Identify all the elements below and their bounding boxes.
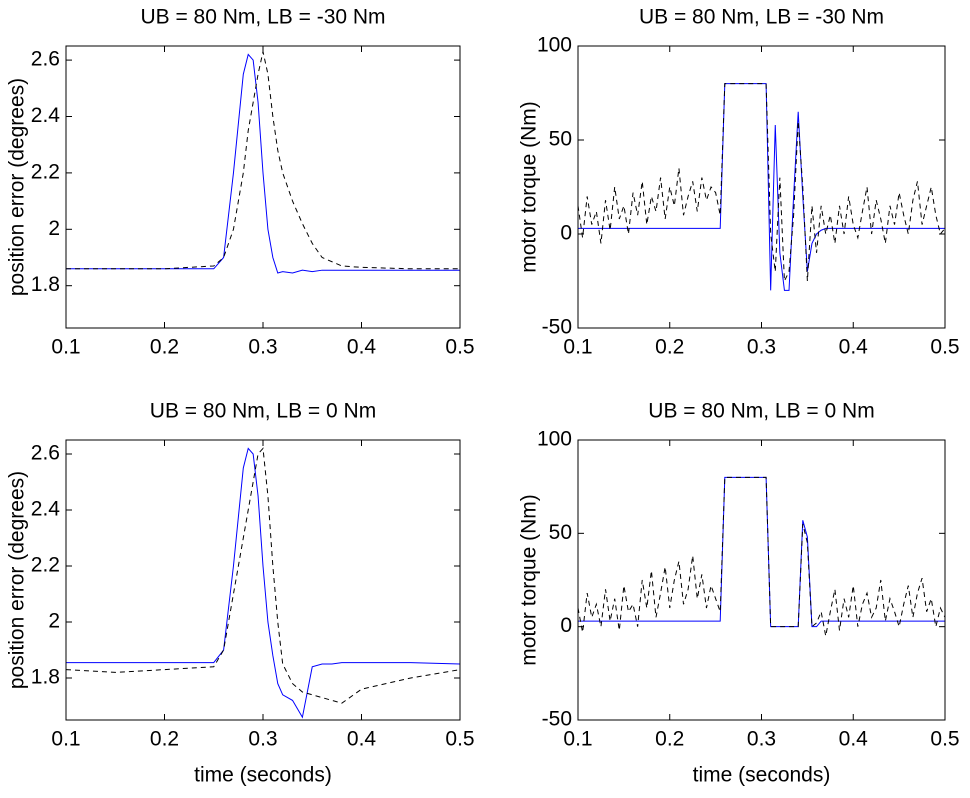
y-tick-label: 100 <box>537 428 572 451</box>
axes-frame <box>577 45 946 329</box>
y-tick-label: 50 <box>549 521 572 544</box>
y-axis-label: motor torque (Nm) <box>518 101 541 273</box>
y-tick-label: 1.8 <box>31 666 60 689</box>
y-tick-label: 2.2 <box>31 160 60 183</box>
x-tick-label: 0.2 <box>655 336 684 359</box>
axes-frame <box>577 439 946 721</box>
x-tick-label: 0.2 <box>655 728 684 751</box>
x-tick-label: 0.4 <box>839 336 869 359</box>
y-tick-label: 2.4 <box>31 498 61 521</box>
x-axis-label: time (seconds) <box>693 764 831 787</box>
x-tick-label: 0.5 <box>930 336 959 359</box>
data-line <box>578 83 945 282</box>
chart-title: UB = 80 Nm, LB = -30 Nm <box>639 6 884 29</box>
x-tick-label: 0.3 <box>747 728 776 751</box>
data-line <box>66 447 460 704</box>
y-tick-label: 100 <box>537 34 572 57</box>
plot-area <box>578 83 945 291</box>
y-tick-label: -50 <box>542 708 572 731</box>
x-tick-label: 0.1 <box>563 728 592 751</box>
plot-area <box>578 476 945 637</box>
plot-area <box>66 447 460 719</box>
chart-title: UB = 80 Nm, LB = 0 Nm <box>150 400 376 423</box>
plot-area <box>66 51 460 274</box>
y-tick-label: 0 <box>560 222 572 245</box>
y-tick-label: 2 <box>48 610 60 633</box>
chart-title: UB = 80 Nm, LB = 0 Nm <box>648 400 874 423</box>
y-tick-label: 2 <box>48 217 60 240</box>
data-line <box>66 53 460 274</box>
x-tick-label: 0.3 <box>248 728 277 751</box>
x-tick-label: 0.2 <box>150 336 179 359</box>
axes-frame <box>65 45 461 329</box>
y-axis-label: position error (degrees) <box>6 471 29 689</box>
x-tick-label: 0.5 <box>930 728 959 751</box>
data-line <box>66 51 460 270</box>
x-tick-label: 0.4 <box>347 336 377 359</box>
x-tick-label: 0.4 <box>839 728 869 751</box>
x-tick-label: 0.3 <box>747 336 776 359</box>
data-line <box>578 476 945 637</box>
y-tick-label: 2.4 <box>31 104 61 127</box>
y-tick-label: 2.6 <box>31 48 60 71</box>
y-tick-label: -50 <box>542 316 572 339</box>
x-tick-label: 0.2 <box>150 728 179 751</box>
x-axis-label: time (seconds) <box>194 764 332 787</box>
x-tick-label: 0.3 <box>248 336 277 359</box>
y-axis-label: motor torque (Nm) <box>518 494 541 666</box>
y-tick-label: 0 <box>560 614 572 637</box>
data-line <box>578 476 945 628</box>
y-tick-label: 2.6 <box>31 442 60 465</box>
y-tick-label: 2.2 <box>31 554 60 577</box>
x-tick-label: 0.5 <box>445 728 474 751</box>
y-tick-label: 50 <box>549 128 572 151</box>
x-tick-label: 0.4 <box>347 728 377 751</box>
chart-title: UB = 80 Nm, LB = -30 Nm <box>140 6 385 29</box>
y-tick-label: 1.8 <box>31 273 60 296</box>
x-tick-label: 0.5 <box>445 336 474 359</box>
x-tick-label: 0.1 <box>51 728 80 751</box>
x-tick-label: 0.1 <box>563 336 592 359</box>
y-axis-label: position error (degrees) <box>6 78 29 296</box>
axes-frame <box>65 439 461 721</box>
x-tick-label: 0.1 <box>51 336 80 359</box>
